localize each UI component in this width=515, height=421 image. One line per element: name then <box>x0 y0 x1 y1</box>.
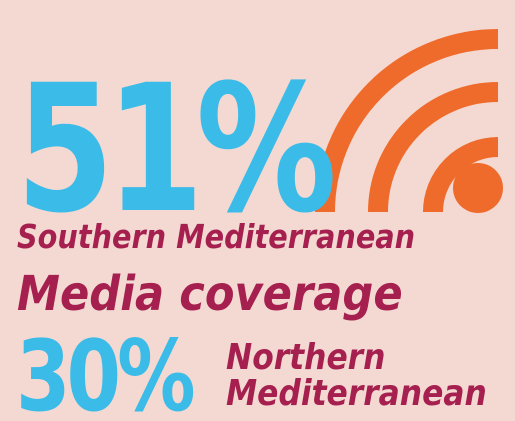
south-percent: 51% <box>16 47 337 252</box>
north-region-label-line1: Northern <box>226 337 386 378</box>
north-region-label-line2: Mediterranean <box>226 373 487 414</box>
north-percent: 30% <box>16 320 196 421</box>
topic-label: Media coverage <box>17 266 403 322</box>
broadcast-signal-icon <box>315 29 503 213</box>
south-region-label: Southern Mediterranean <box>17 217 416 256</box>
